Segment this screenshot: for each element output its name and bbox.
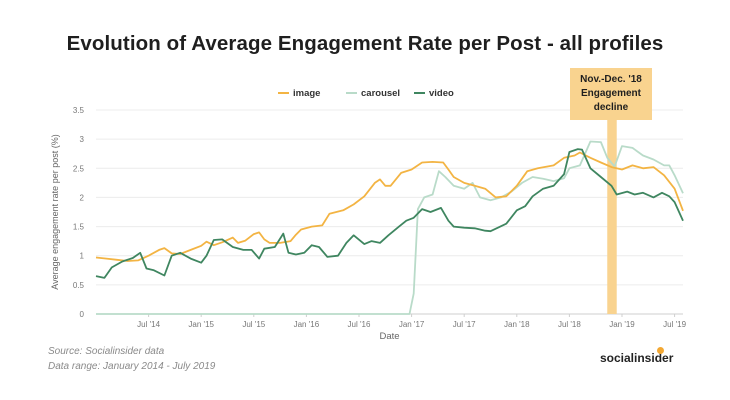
series-line-carousel bbox=[96, 140, 684, 315]
y-tick-label: 3 bbox=[80, 135, 85, 144]
brand-logo-dot-icon bbox=[657, 347, 664, 354]
x-tick-label: Jan '15 bbox=[188, 320, 214, 329]
series-line-image bbox=[95, 151, 684, 262]
legend-label-image: image bbox=[293, 88, 320, 99]
x-tick-label: Jul '18 bbox=[558, 320, 581, 329]
data-range-line: Data range: January 2014 - July 2019 bbox=[48, 361, 216, 372]
x-tick-labels: Jul '14 Jan '15 Jul '15 Jan '16 Jul '16 Jan '… bbox=[137, 320, 686, 329]
x-tick-label: Jan '17 bbox=[399, 320, 425, 329]
y-tick-label: 2 bbox=[80, 193, 85, 202]
x-tick-label: Jul '15 bbox=[242, 320, 265, 329]
series-lines bbox=[95, 140, 684, 315]
y-tick-label: 1.5 bbox=[73, 223, 85, 232]
y-tick-label: 2.5 bbox=[73, 164, 85, 173]
x-tick-label: Jan '16 bbox=[294, 320, 320, 329]
y-tick-label: 0 bbox=[80, 310, 85, 319]
brand-logo: socialinsider bbox=[600, 351, 674, 365]
legend-label-video: video bbox=[429, 88, 454, 99]
annotation-line: Nov.-Dec. '18 bbox=[580, 74, 642, 85]
y-axis-label: Average engagement rate per post (%) bbox=[50, 134, 60, 289]
x-tick-label: Jul '17 bbox=[453, 320, 476, 329]
x-tick-label: Jul '16 bbox=[348, 320, 371, 329]
x-tick-label: Jul '19 bbox=[663, 320, 686, 329]
x-axis-label: Date bbox=[379, 331, 399, 342]
chart-title: Evolution of Average Engagement Rate per… bbox=[66, 32, 664, 55]
annotation-band bbox=[607, 110, 617, 314]
y-tick-label: 1 bbox=[80, 252, 85, 261]
annotation-line: Engagement bbox=[580, 88, 641, 99]
x-tick-label: Jan '18 bbox=[504, 320, 530, 329]
source-line: Source: Socialinsider data bbox=[48, 346, 165, 357]
annotation-line: decline bbox=[593, 102, 629, 113]
y-tick-labels: 0 0.5 1 1.5 2 2.5 3 3.5 bbox=[73, 106, 85, 319]
y-tick-label: 3.5 bbox=[73, 106, 85, 115]
x-tick-label: Jul '14 bbox=[137, 320, 160, 329]
x-tick-label: Jan '19 bbox=[609, 320, 635, 329]
series-line-video bbox=[95, 148, 684, 279]
y-tick-label: 0.5 bbox=[73, 281, 85, 290]
legend-label-carousel: carousel bbox=[361, 88, 400, 99]
legend: image carousel video bbox=[278, 88, 454, 99]
source-note: Source: Socialinsider data Data range: J… bbox=[48, 344, 215, 374]
annotation-box: Nov.-Dec. '18 Engagement decline bbox=[570, 68, 652, 120]
